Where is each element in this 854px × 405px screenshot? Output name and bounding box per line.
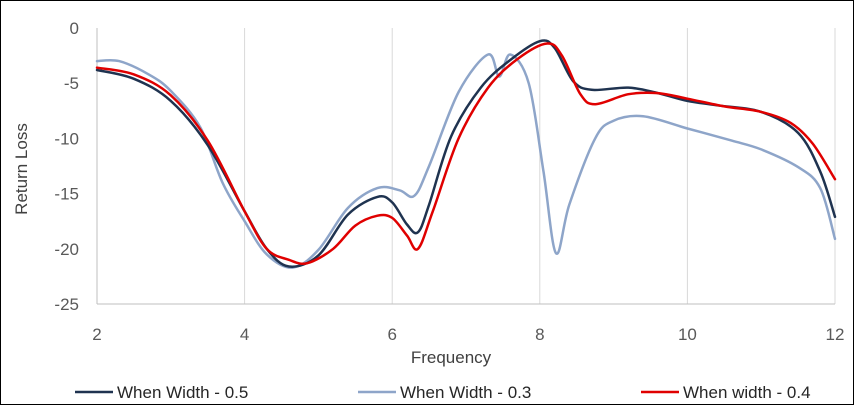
y-tick-label: 0 [70,19,79,38]
x-tick-label: 12 [826,325,845,344]
x-tick-label: 2 [92,325,101,344]
x-tick-label: 8 [535,325,544,344]
legend: When Width - 0.5 When Width - 0.3 When wid… [75,383,811,402]
legend-label: When Width - 0.5 [117,383,248,402]
x-tick-label: 10 [678,325,697,344]
y-tick-labels: 0 -5 -10 -15 -20 -25 [54,19,79,314]
legend-label: When Width - 0.3 [400,383,531,402]
series-lines [95,39,837,269]
axes [96,28,835,305]
grid-lines [244,28,836,304]
x-axis-label: Frequency [411,348,492,367]
y-tick-label: -10 [54,129,79,148]
y-axis-label: Return Loss [12,123,31,215]
legend-label: When width - 0.4 [683,383,811,402]
x-tick-labels: 2 4 6 8 10 12 [92,325,844,344]
series-width-0-4-line [95,42,837,266]
y-tick-label: -20 [54,240,79,259]
y-tick-label: -25 [54,295,79,314]
series-width-0-3-line [95,53,837,269]
y-tick-label: -15 [54,185,79,204]
y-tick-label: -5 [64,74,79,93]
series-width-0-5-line [95,39,837,268]
x-tick-label: 6 [387,325,396,344]
x-tick-label: 4 [240,325,249,344]
